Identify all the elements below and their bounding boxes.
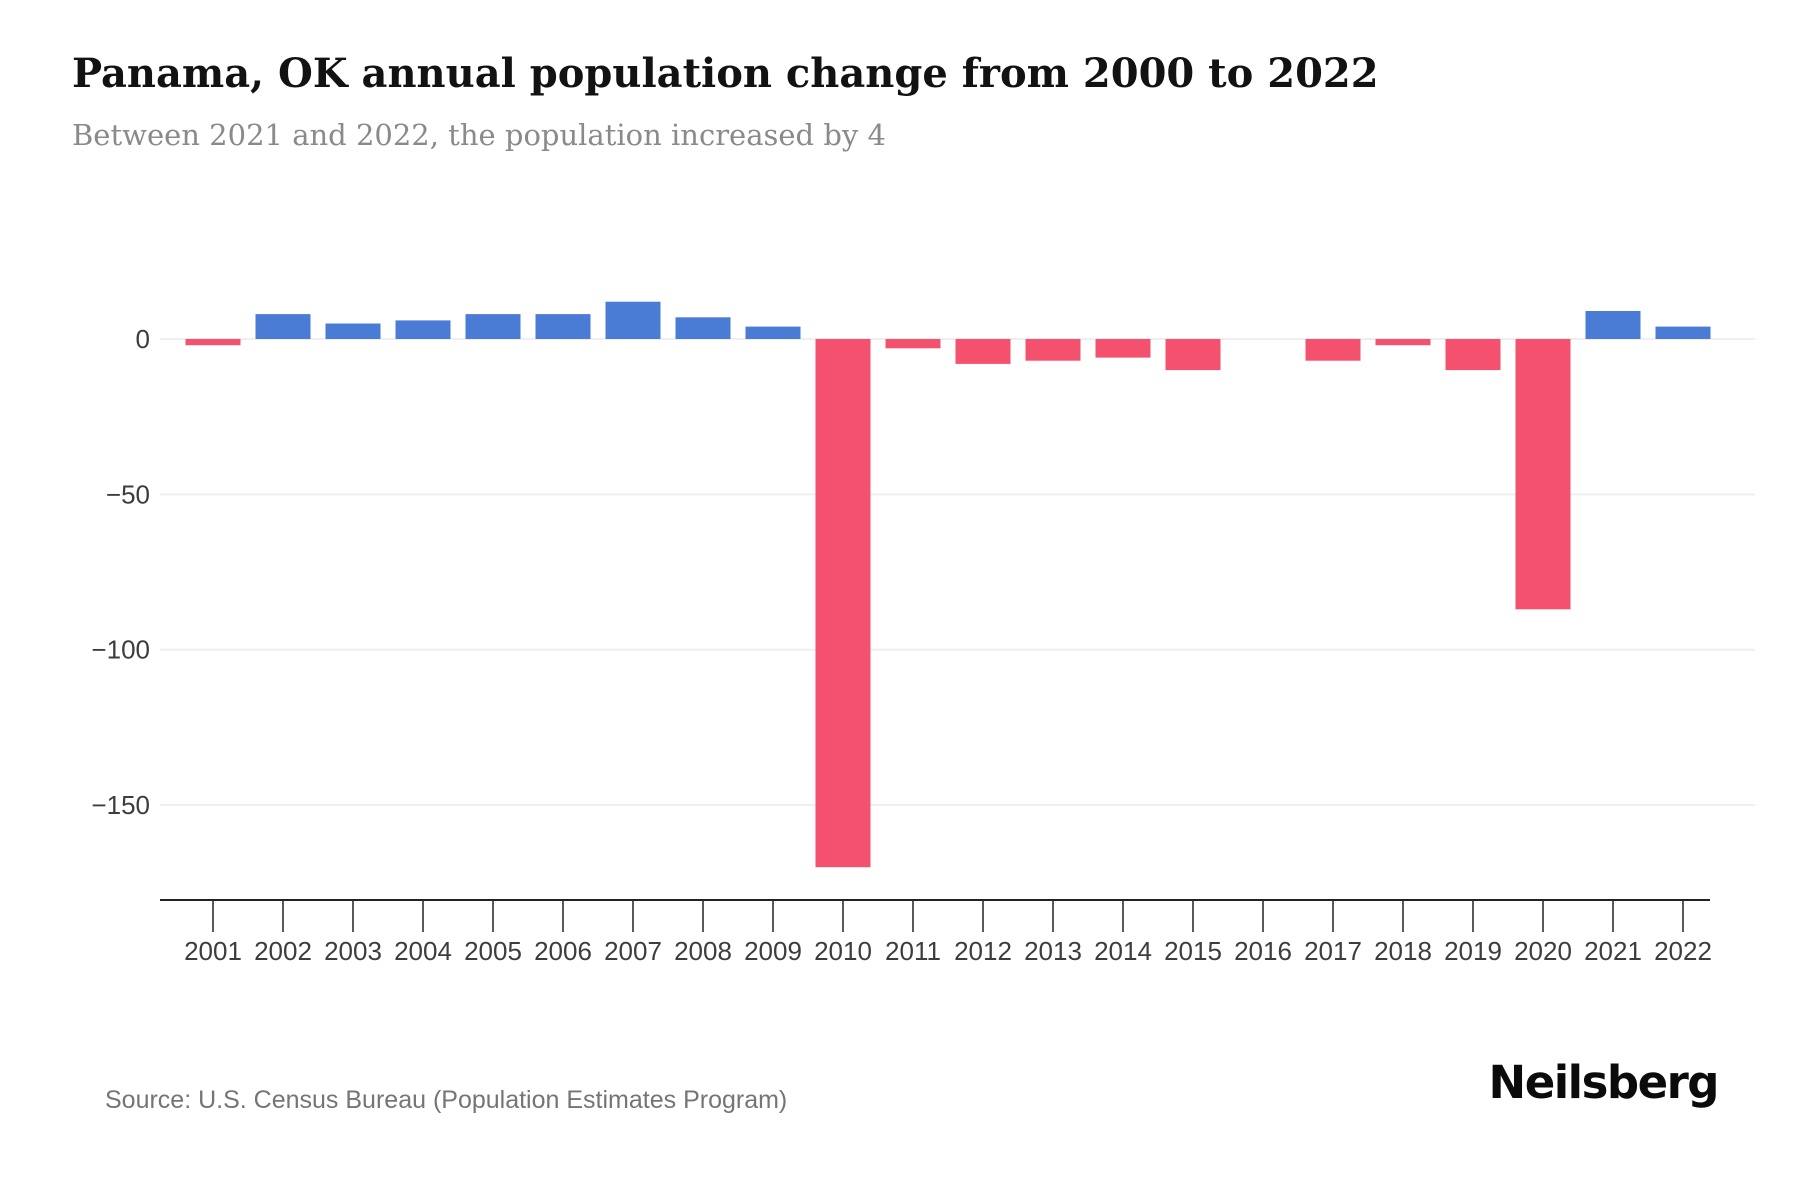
- y-tick-label-0: 0: [136, 324, 150, 354]
- bar-2004: [395, 320, 451, 339]
- bar-2020: [1515, 339, 1571, 610]
- x-tick-label-2001: 2001: [184, 936, 242, 966]
- x-tick-label-2017: 2017: [1304, 936, 1362, 966]
- x-tick-label-2018: 2018: [1374, 936, 1432, 966]
- x-tick-label-2008: 2008: [674, 936, 732, 966]
- y-tick-label--100: −100: [91, 635, 150, 665]
- bar-2011: [885, 339, 941, 349]
- bar-2017: [1305, 339, 1361, 361]
- bar-2005: [465, 314, 521, 339]
- x-tick-label-2014: 2014: [1094, 936, 1152, 966]
- x-tick-label-2013: 2013: [1024, 936, 1082, 966]
- x-tick-label-2011: 2011: [885, 936, 941, 966]
- x-tick-label-2022: 2022: [1654, 936, 1712, 966]
- bar-2006: [535, 314, 591, 339]
- chart-subtitle: Between 2021 and 2022, the population in…: [72, 118, 886, 152]
- bar-2007: [605, 301, 661, 339]
- bar-2003: [325, 323, 381, 339]
- x-tick-label-2021: 2021: [1584, 936, 1642, 966]
- bar-2019: [1445, 339, 1501, 371]
- y-tick-label--150: −150: [91, 790, 150, 820]
- x-tick-label-2009: 2009: [744, 936, 802, 966]
- y-tick-label--50: −50: [106, 479, 150, 509]
- bar-2009: [745, 326, 801, 339]
- bar-2022: [1655, 326, 1711, 339]
- x-tick-label-2003: 2003: [324, 936, 382, 966]
- bar-2013: [1025, 339, 1081, 361]
- x-tick-label-2007: 2007: [604, 936, 662, 966]
- x-tick-label-2016: 2016: [1234, 936, 1292, 966]
- x-tick-label-2020: 2020: [1514, 936, 1572, 966]
- chart-title: Panama, OK annual population change from…: [72, 50, 1379, 97]
- bar-2008: [675, 317, 731, 339]
- x-tick-label-2004: 2004: [394, 936, 452, 966]
- x-tick-label-2012: 2012: [954, 936, 1012, 966]
- x-tick-label-2006: 2006: [534, 936, 592, 966]
- bar-2018: [1375, 339, 1431, 346]
- x-tick-label-2002: 2002: [254, 936, 312, 966]
- x-tick-label-2005: 2005: [464, 936, 522, 966]
- bar-2015: [1165, 339, 1221, 371]
- bar-2010: [815, 339, 871, 868]
- bar-2014: [1095, 339, 1151, 358]
- bar-2002: [255, 314, 311, 339]
- bar-2012: [955, 339, 1011, 364]
- x-tick-label-2015: 2015: [1164, 936, 1222, 966]
- x-tick-label-2019: 2019: [1444, 936, 1502, 966]
- source-note: Source: U.S. Census Bureau (Population E…: [105, 1086, 788, 1114]
- bar-2001: [185, 339, 241, 346]
- bar-2021: [1585, 311, 1641, 339]
- x-tick-label-2010: 2010: [814, 936, 872, 966]
- neilsberg-logo: Neilsberg: [1488, 1056, 1720, 1109]
